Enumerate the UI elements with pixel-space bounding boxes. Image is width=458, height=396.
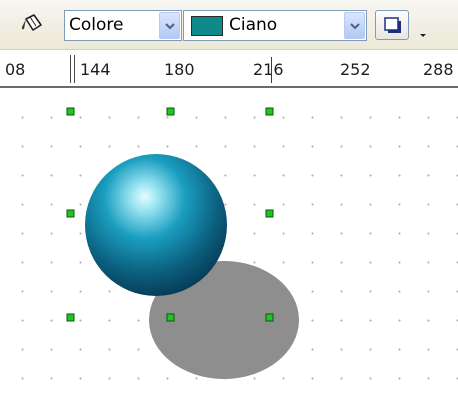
ruler-label: 144 [80,60,111,79]
ruler-label: 288 [423,60,454,79]
ruler-indent-marker[interactable] [74,55,75,83]
area-style-dropdown-button[interactable] [159,12,180,39]
selection-handle[interactable] [166,107,175,116]
ruler-label: 08 [5,60,26,79]
paint-bucket-icon[interactable] [20,13,44,37]
toolbar-overflow-button[interactable] [414,10,432,40]
ruler-label: 180 [164,60,195,79]
sphere[interactable] [85,154,227,296]
shadow-button[interactable] [375,10,409,40]
selection-handles [66,107,274,322]
ruler-label: 216 [253,60,284,79]
shadow-ellipse[interactable] [149,261,299,379]
selection-handle[interactable] [265,209,274,218]
drawing-layer [66,107,299,379]
chevron-down-icon [350,23,360,30]
area-style-select[interactable]: Colore [64,10,182,41]
selection-handle[interactable] [166,313,175,322]
drawing-properties-toolbar: Colore Ciano [0,0,458,50]
fill-color-dropdown-button[interactable] [344,12,365,39]
horizontal-ruler[interactable]: 08 144 180 216 252 288 [0,51,458,88]
fill-color-value: Ciano [229,15,278,35]
area-style-value: Colore [69,15,124,35]
selection-handle[interactable] [265,313,274,322]
fill-color-select[interactable]: Ciano [183,10,367,41]
ruler-indent-marker[interactable] [70,55,71,83]
ruler-label: 252 [340,60,371,79]
selection-handle[interactable] [66,209,75,218]
ruler-position-marker [271,57,272,83]
chevron-down-icon [420,34,426,37]
shadow-icon [384,17,401,33]
drawing-canvas[interactable] [0,95,458,396]
selection-handle[interactable] [66,107,75,116]
color-swatch [191,16,223,36]
selection-handle[interactable] [265,107,274,116]
selection-handle[interactable] [66,313,75,322]
chevron-down-icon [165,23,175,30]
